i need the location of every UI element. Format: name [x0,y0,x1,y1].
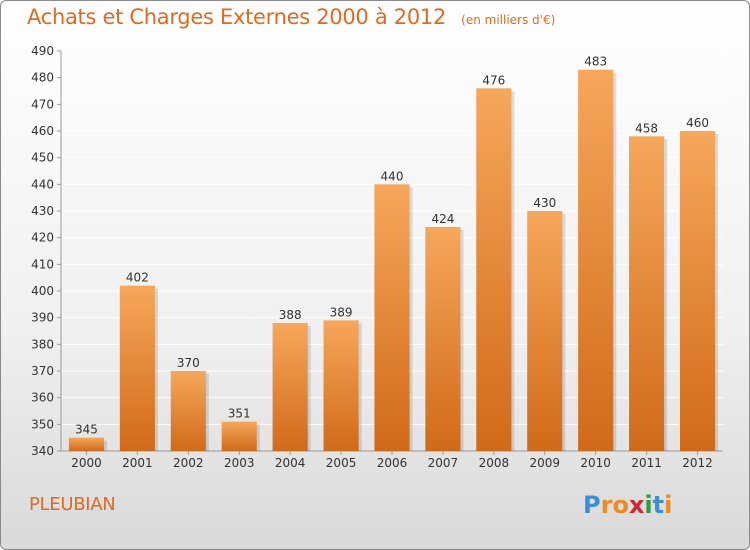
y-tick-label: 370 [31,364,54,378]
logo-letter: i [664,491,673,519]
bar [425,227,461,451]
bar [527,211,563,451]
y-tick-label: 490 [31,44,54,58]
bar [68,437,105,451]
y-tick-label: 390 [31,311,54,325]
bar [272,323,308,451]
bar [578,69,614,452]
x-tick-label: 2010 [580,456,611,470]
y-tick-label: 460 [31,124,54,138]
bar [170,371,206,451]
chart-title: Achats et Charges Externes 2000 à 2012 [27,5,447,29]
x-tick-label: 2012 [682,456,713,470]
x-tick-label: 2011 [631,456,662,470]
y-tick-label: 360 [31,391,54,405]
x-tick-label: 2002 [173,456,204,470]
y-tick-label: 400 [31,284,54,298]
y-tick-label: 410 [31,257,54,271]
data-label: 351 [228,407,251,421]
logo-letter: i [644,491,653,519]
data-label: 402 [126,271,149,285]
y-tick-label: 480 [31,71,54,85]
logo-letter: x [628,491,645,519]
data-label: 389 [330,305,353,319]
x-tick-label: 2004 [275,456,306,470]
label-layer: 340 350 360 370 380 390 400 410 420 430 440 450 460 4… [31,44,713,470]
y-tick-label: 450 [31,151,54,165]
logo-letter: r [600,491,613,519]
data-label: 430 [533,196,556,210]
bar [374,184,410,452]
data-label: 440 [381,169,404,183]
y-tick-label: 430 [31,204,54,218]
x-tick-label: 2003 [224,456,255,470]
bar-layer [68,69,719,452]
bar [323,320,359,451]
logo-letter: t [652,491,665,519]
bar [119,285,155,451]
title-row: Achats et Charges Externes 2000 à 2012 (… [27,5,555,29]
x-tick-label: 2009 [529,456,560,470]
bar [221,421,257,451]
data-label: 476 [482,73,505,87]
data-label: 424 [431,212,454,226]
data-label: 345 [75,423,98,437]
data-label: 370 [177,356,200,370]
data-label: 460 [686,116,709,130]
y-tick-label: 440 [31,177,54,191]
chart-units: (en milliers d'€) [461,13,556,27]
x-tick-label: 2008 [479,456,510,470]
logo-letter: o [612,491,629,519]
data-label: 388 [279,308,302,322]
proxiti-logo: Proxiti [583,491,672,519]
bar [629,136,665,452]
data-label: 483 [584,55,607,69]
data-label: 458 [635,121,658,135]
y-tick-label: 470 [31,97,54,111]
bar [679,131,716,451]
x-tick-label: 2007 [428,456,459,470]
bar [476,88,512,451]
x-tick-label: 2005 [326,456,357,470]
y-tick-label: 380 [31,337,54,351]
y-tick-label: 340 [31,444,54,458]
commune-name: PLEUBIAN [29,494,116,515]
x-tick-label: 2006 [377,456,408,470]
x-tick-label: 2000 [71,456,102,470]
logo-letter: P [583,491,601,519]
y-tick-label: 350 [31,417,54,431]
x-tick-label: 2001 [122,456,153,470]
y-tick-label: 420 [31,231,54,245]
